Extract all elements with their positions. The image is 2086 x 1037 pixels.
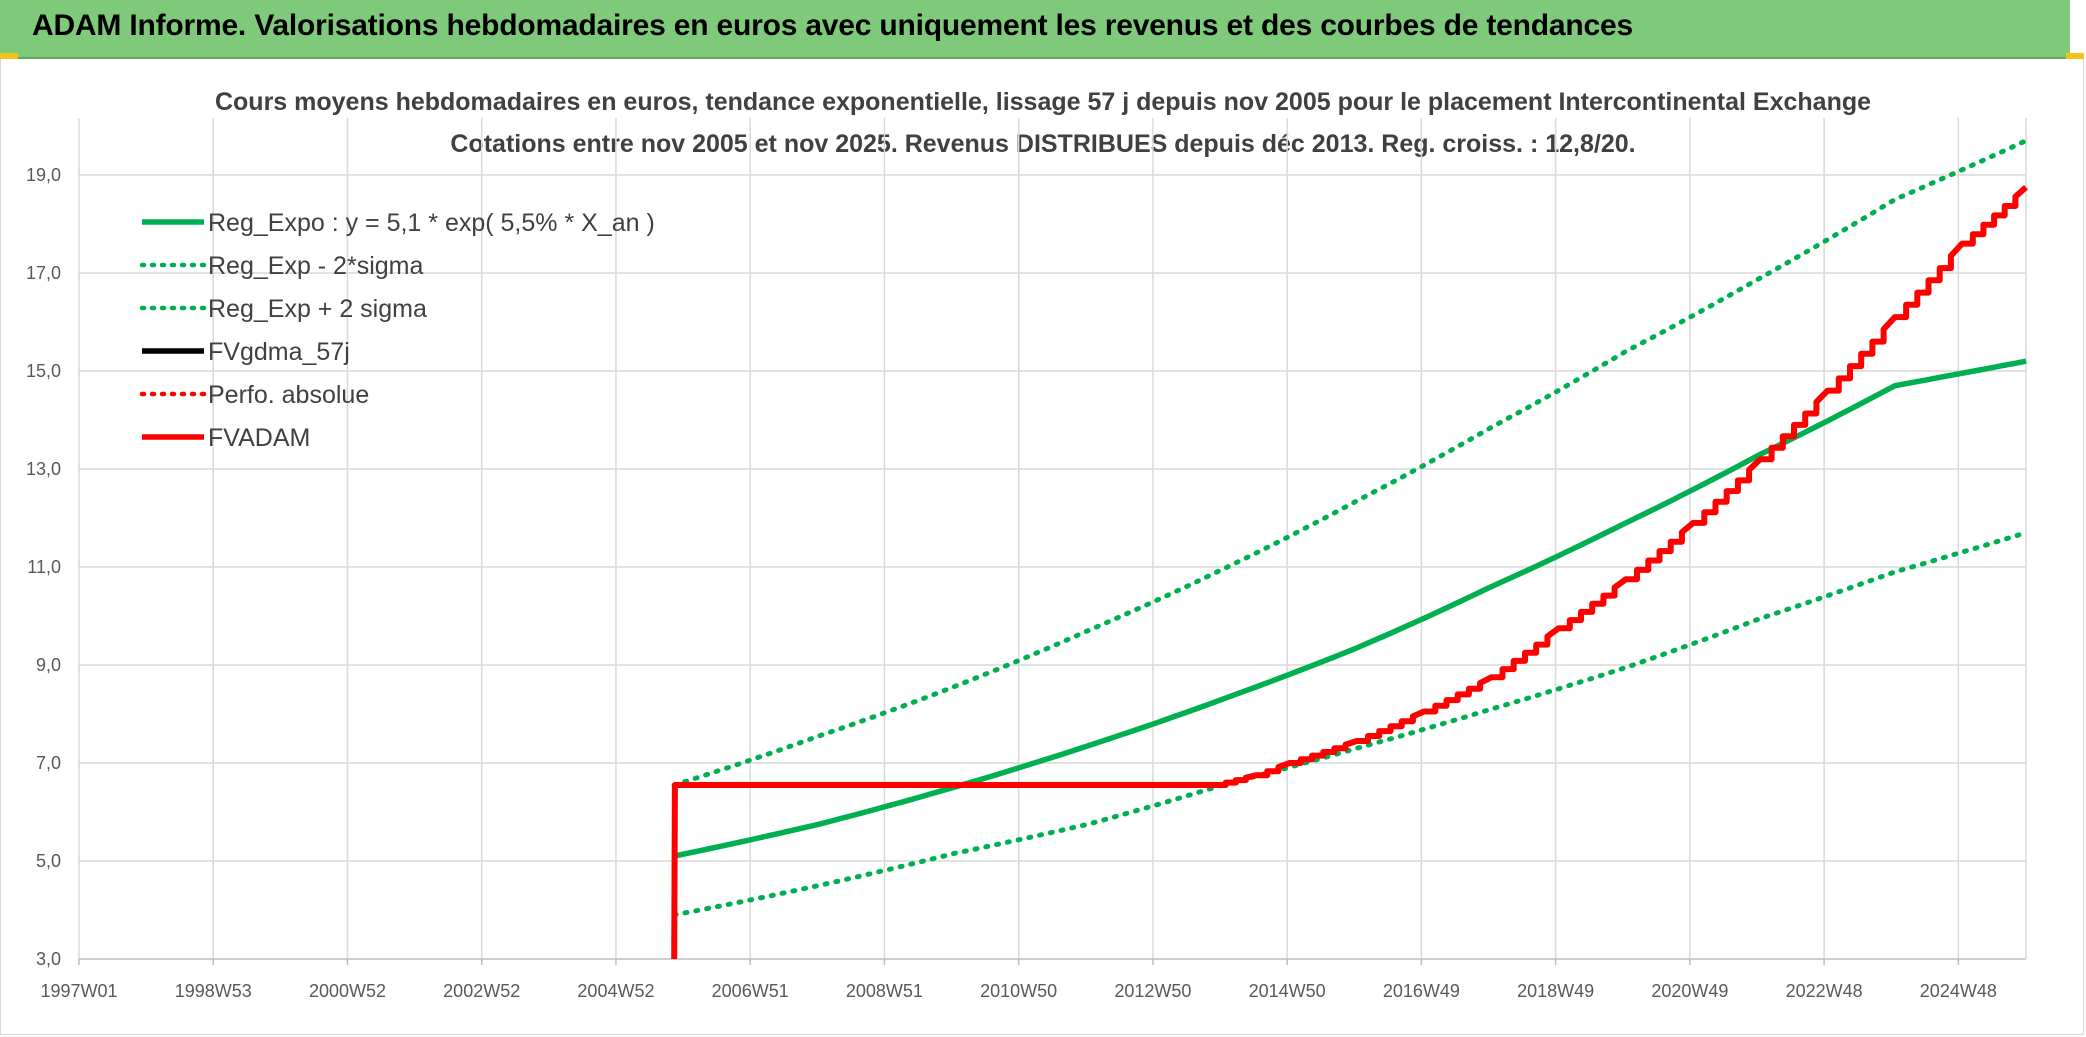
y-tick-label: 11,0: [27, 557, 61, 577]
x-tick-label: 2022W48: [1786, 981, 1863, 1001]
legend-label: FVADAM: [208, 424, 310, 452]
chart-frame: [0, 59, 2084, 1035]
legend-label: Reg_Expo : y = 5,1 * exp( 5,5% * X_an ): [208, 209, 655, 237]
x-tick-label: 2002W52: [443, 981, 520, 1001]
legend-label: Reg_Exp - 2*sigma: [208, 252, 423, 280]
x-tick-label: 2012W50: [1114, 981, 1191, 1001]
x-tick-label: 1998W53: [175, 981, 252, 1001]
series-lines: [671, 138, 2029, 960]
legend-label: FVgdma_57j: [208, 338, 350, 366]
corner-marker-left: [0, 53, 18, 59]
series-line-1: [671, 530, 2029, 918]
x-tick-label: 2008W51: [846, 981, 923, 1001]
report-title: ADAM Informe. Valorisations hebdomadaire…: [32, 9, 1633, 42]
y-tick-label: 13,0: [26, 459, 61, 479]
chart-title: Cours moyens hebdomadaires en euros, ten…: [214, 88, 1872, 116]
x-tick-label: 2000W52: [309, 981, 386, 1001]
y-tick-label: 19,0: [26, 165, 61, 185]
grid-lines: [78, 118, 2027, 959]
x-tick-label: 2016W49: [1383, 981, 1460, 1001]
axes: 3,0 5,0 7,0 9,0 11,0 13,0 15,0 17,0 19,0 1997W01 1…: [26, 165, 2026, 1001]
y-tick-label: 5,0: [36, 851, 61, 871]
series-line-2: [671, 138, 2029, 788]
legend: Reg_Expo : y = 5,1 * exp( 5,5% * X_an ) R…: [139, 209, 655, 452]
x-tick-label: 2024W48: [1920, 981, 1997, 1001]
y-tick-label: 7,0: [36, 753, 61, 773]
x-tick-label: 2004W52: [577, 981, 654, 1001]
x-tick-label: 2020W49: [1651, 981, 1728, 1001]
x-tick-label: 2006W51: [712, 981, 789, 1001]
legend-label: Reg_Exp + 2 sigma: [208, 295, 427, 323]
y-tick-label: 17,0: [26, 263, 61, 283]
y-tick-label: 3,0: [36, 949, 61, 969]
x-tick-label: 2014W50: [1249, 981, 1326, 1001]
legend-label: Perfo. absolue: [208, 381, 369, 409]
chart-subtitle: Cotations entre nov 2005 et nov 2025. Re…: [450, 130, 1636, 158]
y-tick-label: 9,0: [36, 655, 61, 675]
series-line-5: [671, 185, 2028, 960]
corner-marker-right: [2066, 53, 2084, 59]
x-tick-label: 2010W50: [980, 981, 1057, 1001]
x-tick-label: 1997W01: [40, 981, 117, 1001]
x-tick-label: 2018W49: [1517, 981, 1594, 1001]
y-tick-label: 15,0: [26, 361, 61, 381]
series-line-0: [673, 358, 2027, 859]
report-banner: ADAM Informe. Valorisations hebdomadaire…: [0, 0, 2070, 59]
